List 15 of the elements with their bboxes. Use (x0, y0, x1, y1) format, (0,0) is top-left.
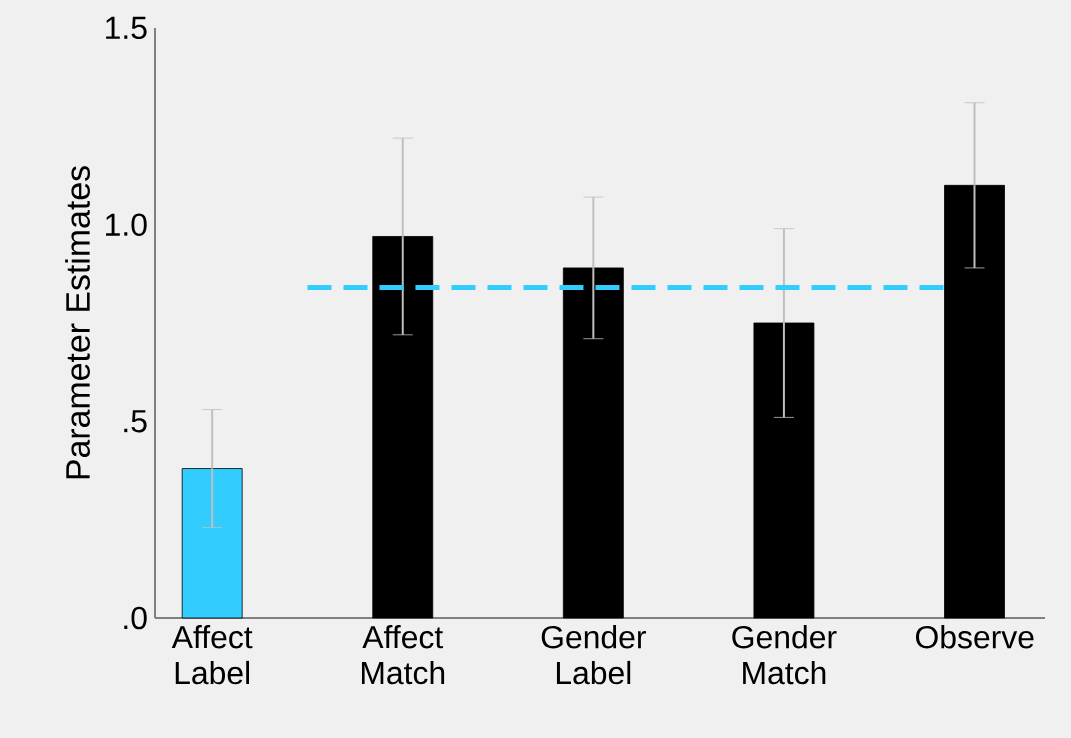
x-tick-label: Affect Match (361, 625, 445, 685)
bar (753, 322, 815, 619)
y-tick-label: 1.0 (106, 213, 147, 236)
bar (562, 267, 624, 619)
bar (181, 468, 243, 619)
y-tick-label: .5 (124, 410, 147, 433)
x-tick-label: Observe (916, 625, 1034, 649)
x-tick-label: Gender Match (732, 625, 837, 685)
x-tick-label: Gender Label (541, 625, 646, 685)
bar (944, 184, 1005, 619)
y-tick-label: 1.5 (106, 16, 147, 40)
bar (372, 236, 434, 619)
x-tick-label: Affect Label (171, 625, 253, 685)
y-tick-label: .0 (124, 606, 147, 630)
y-axis-title: Parameter Estimates (65, 166, 90, 479)
